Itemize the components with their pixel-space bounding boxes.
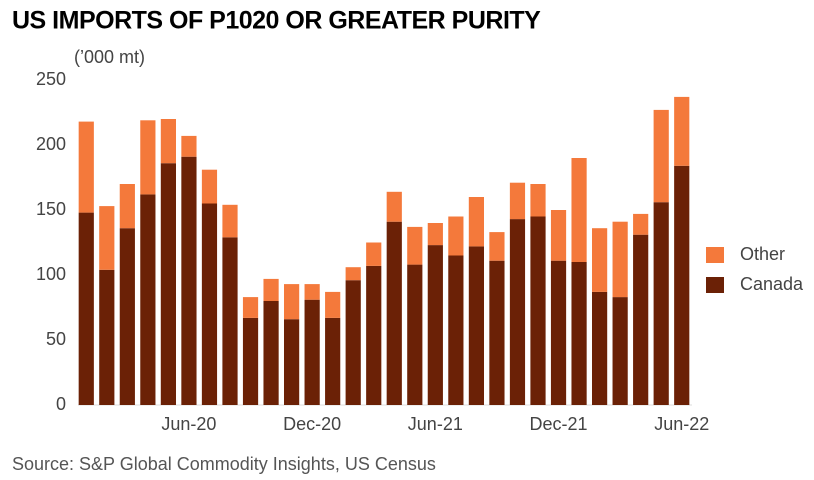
bar-segment [201,203,218,405]
bar-segment [242,317,259,405]
bar-segment [509,219,526,405]
legend-label: Canada [740,274,804,294]
y-axis-label: (’000 mt) [74,47,145,67]
bar-segment [345,267,361,281]
bar-segment [366,242,382,266]
y-tick-label: 150 [36,199,66,219]
bar-segment [427,245,443,405]
source-note: Source: S&P Global Commodity Insights, U… [12,454,436,474]
bar-segment [674,96,690,166]
bar-segment [284,319,300,405]
bar-segment [160,119,176,164]
bar-segment [345,280,361,405]
x-tick-label: Dec-20 [283,414,341,434]
bar-segment [448,216,464,256]
bar-segment [181,156,197,405]
y-tick-label: 250 [36,69,66,89]
y-tick-label: 100 [36,264,66,284]
bar-segment [509,182,526,220]
bar-segment [304,284,320,300]
bar-segment [550,260,567,405]
bar-segment [633,213,649,235]
x-tick-label: Jun-21 [408,414,463,434]
bar-segment [612,297,628,405]
bar-segment [119,184,135,229]
bar-segment [99,206,115,270]
bar-segment [550,210,567,261]
bar-segment [160,163,176,405]
chart-title: US IMPORTS OF P1020 OR GREATER PURITY [12,7,541,35]
bar-segment [592,291,608,405]
bar-segment [386,191,402,222]
bar-segment [386,221,402,405]
bar-segment [592,228,608,292]
bar-segment [612,221,628,298]
bar-segment [78,121,94,213]
bar-segment [633,234,649,405]
y-tick-label: 0 [56,394,66,414]
bar-segment [140,120,156,195]
bar-segment [530,216,546,405]
x-tick-label: Jun-20 [161,414,216,434]
bar-segment [325,317,341,405]
legend-swatch [706,277,724,293]
y-tick-label: 200 [36,134,66,154]
bar-segment [99,269,115,405]
bar-segment [674,165,690,405]
bar-segment [181,135,197,157]
bar-segment [222,237,238,405]
bar-segment [140,194,156,405]
bar-segment [530,184,546,217]
bar-segment [284,284,300,320]
bar-segment [304,299,320,405]
bar-segment [407,226,423,265]
bar-segment [571,262,587,405]
bar-segment [78,212,94,405]
bar-segment [653,202,669,405]
legend-label: Other [740,244,785,264]
bar-segment [222,204,238,238]
bar-segment [263,301,279,405]
bar-segment [407,264,423,405]
bar-segment [489,232,505,261]
bar-segment [571,158,587,262]
bar-segment [468,197,484,247]
legend-swatch [706,247,724,263]
bar-segment [489,260,505,405]
bar-segment [448,255,464,405]
x-tick-label: Dec-21 [530,414,588,434]
bar-segment [325,291,341,318]
bar-segment [201,169,218,204]
x-tick-label: Jun-22 [654,414,709,434]
bar-segment [263,278,279,301]
bar-segment [366,265,382,405]
bar-segment [119,228,135,405]
bar-segment [242,297,259,318]
y-tick-label: 50 [46,329,66,349]
bar-segment [468,246,484,405]
bar-segment [427,223,443,246]
bar-segment [653,109,669,203]
